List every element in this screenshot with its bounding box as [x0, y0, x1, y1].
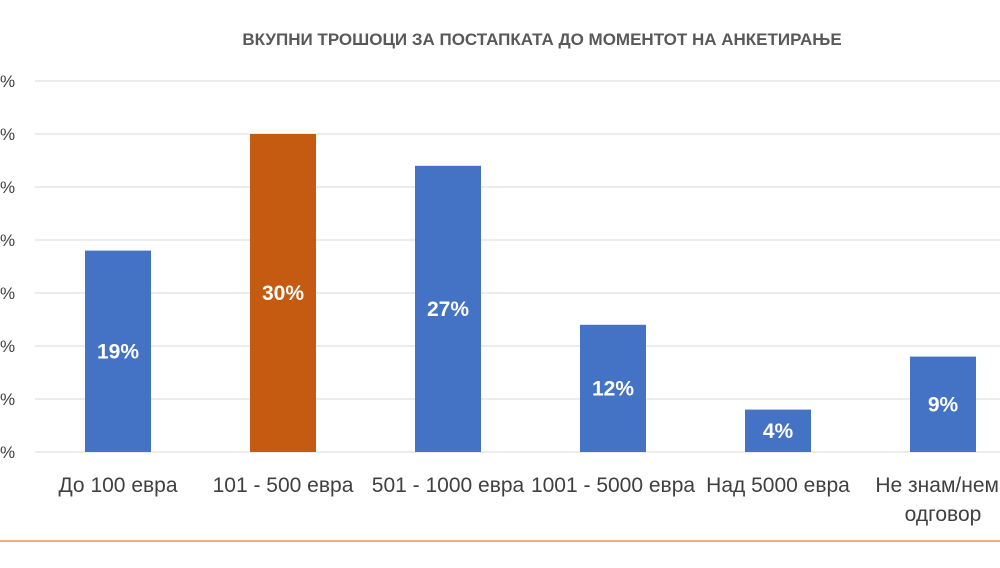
data-label: 4%: [763, 420, 794, 443]
bar: [85, 250, 151, 452]
category-label: 101 - 500 евра: [213, 474, 354, 497]
bars: [85, 134, 976, 453]
y-tick-label: %: [0, 443, 15, 462]
bar: [910, 356, 976, 452]
y-tick-label: %: [0, 72, 15, 91]
category-label: 501 - 1000 евра: [372, 474, 525, 497]
category-label: До 100 евра: [58, 474, 177, 497]
data-label: 30%: [262, 282, 304, 305]
data-label: 12%: [592, 377, 634, 400]
bar: [580, 324, 646, 452]
y-tick-label: %: [0, 284, 15, 303]
bar: [415, 165, 481, 453]
category-label: Над 5000 евра: [706, 474, 850, 497]
category-label: 1001 - 5000 евра: [531, 474, 695, 497]
y-tick-label: %: [0, 337, 15, 356]
y-tick-label: %: [0, 178, 15, 197]
y-tick-label: %: [0, 390, 15, 409]
chart-title: ВКУПНИ ТРОШОЦИ ЗА ПОСТАПКАТА ДО МОМЕНТОТ…: [242, 30, 841, 49]
y-tick-label: %: [0, 125, 15, 144]
y-axis-ticks: %%%%%%%%: [0, 72, 15, 462]
gridlines: [35, 80, 1000, 453]
data-labels: 19% 30% 27% 12% 4% 9%: [97, 282, 959, 443]
category-label: одговор: [905, 503, 982, 526]
data-label: 27%: [427, 298, 469, 321]
data-label: 9%: [928, 393, 959, 416]
y-tick-label: %: [0, 231, 15, 250]
data-label: 19%: [97, 340, 139, 363]
bar: [250, 134, 316, 452]
category-labels: До 100 евра 101 - 500 евра 501 - 1000 евра…: [58, 474, 1000, 526]
bar: [745, 409, 811, 452]
category-label: Не знам/нема: [875, 474, 1000, 497]
